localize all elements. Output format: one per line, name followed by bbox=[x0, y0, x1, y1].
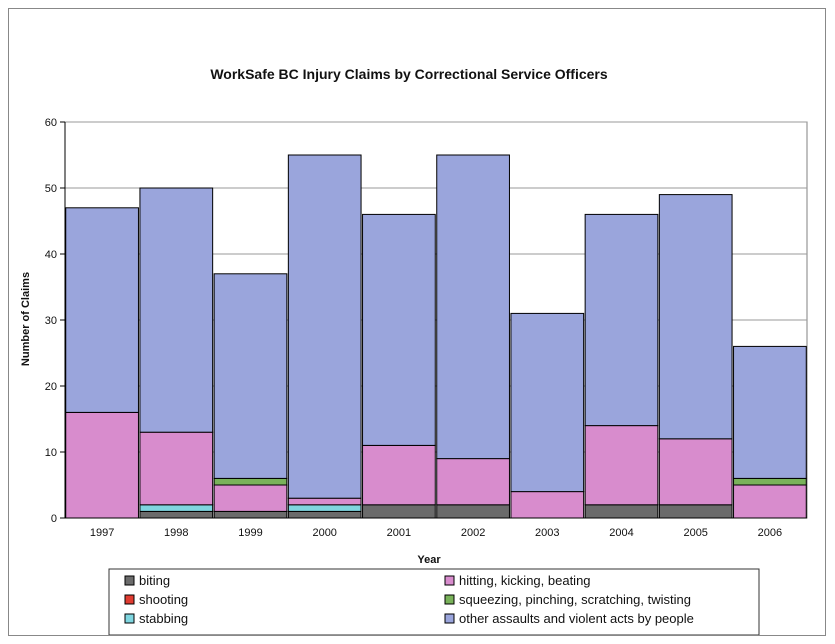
chart-frame: WorkSafe BC Injury Claims by Correctiona… bbox=[8, 8, 826, 636]
bar-segment-hitting-2004 bbox=[584, 425, 659, 506]
bar-segment-hitting-1997 bbox=[65, 411, 139, 519]
bar-segment-other-assaults-and-violent-acts-by-people-2000 bbox=[287, 154, 362, 499]
bar-segment-hitting-1998 bbox=[139, 431, 214, 506]
bar-segment-biting-2002 bbox=[436, 504, 510, 519]
bar-segment-other-assaults-and-violent-acts-by-people-1999 bbox=[213, 273, 288, 479]
y-tick-label: 0 bbox=[51, 513, 57, 525]
legend: biting hitting, kicking, beating shooting s… bbox=[108, 568, 760, 636]
bar-layer bbox=[65, 154, 807, 519]
chart-title: WorkSafe BC Injury Claims by Correctiona… bbox=[210, 66, 608, 82]
x-tick-label: 2000 bbox=[312, 527, 336, 539]
bar-segment-biting-2005 bbox=[658, 504, 733, 519]
x-tick-label: 2005 bbox=[683, 527, 707, 539]
x-axis-label: Year bbox=[417, 554, 441, 566]
x-tick-label: 1999 bbox=[238, 527, 262, 539]
y-tick-label: 20 bbox=[45, 381, 57, 393]
x-tick-label: 2002 bbox=[461, 527, 485, 539]
x-tick-label: 2001 bbox=[387, 527, 411, 539]
y-tick-label: 30 bbox=[45, 315, 57, 327]
y-axis-label: Number of Claims bbox=[20, 272, 32, 366]
bar-segment-other-assaults-and-violent-acts-by-people-2002 bbox=[436, 154, 510, 460]
bar-segment-biting-2000 bbox=[287, 510, 362, 519]
legend-label: stabbing bbox=[139, 611, 188, 626]
legend-swatch bbox=[124, 575, 135, 586]
bar-segment-hitting-2006 bbox=[733, 484, 807, 519]
bar-segment-other-assaults-and-violent-acts-by-people-2003 bbox=[510, 312, 585, 493]
x-tick-label: 2003 bbox=[535, 527, 559, 539]
bar-segment-biting-1999 bbox=[213, 510, 288, 519]
bar-segment-other-assaults-and-violent-acts-by-people-2006 bbox=[733, 345, 807, 479]
legend-items: biting hitting, kicking, beating shooting s… bbox=[124, 573, 694, 626]
bar-segment-other-assaults-and-violent-acts-by-people-1997 bbox=[65, 207, 139, 413]
bar-segment-biting-2004 bbox=[584, 504, 659, 519]
bar-segment-other-assaults-and-violent-acts-by-people-1998 bbox=[139, 187, 214, 433]
y-tick-label: 50 bbox=[45, 183, 57, 195]
y-tick-label: 60 bbox=[45, 117, 57, 129]
bar-segment-other-assaults-and-violent-acts-by-people-2004 bbox=[584, 213, 659, 427]
bar-segment-hitting-2002 bbox=[436, 458, 510, 506]
bar-segment-squeezing-2006 bbox=[733, 477, 807, 486]
axis-layer: 0 10 20 30 40 50 60 1997 1998 1999 2000 2001 2002 200… bbox=[45, 117, 807, 539]
legend-label: shooting bbox=[139, 592, 188, 607]
x-tick-label: 2004 bbox=[609, 527, 633, 539]
legend-label: squeezing, pinching, scratching, twistin… bbox=[459, 592, 691, 607]
chart-svg: WorkSafe BC Injury Claims by Correctiona… bbox=[20, 66, 808, 636]
legend-label: other assaults and violent acts by peopl… bbox=[459, 611, 694, 626]
x-tick-label: 2006 bbox=[758, 527, 782, 539]
legend-label: biting bbox=[139, 573, 170, 588]
legend-swatch bbox=[444, 594, 455, 605]
legend-swatch bbox=[444, 613, 455, 624]
bar-segment-hitting-2003 bbox=[510, 491, 585, 519]
legend-swatch bbox=[124, 613, 135, 624]
bar-segment-hitting-1999 bbox=[213, 484, 288, 512]
legend-label: hitting, kicking, beating bbox=[459, 573, 591, 588]
legend-swatch bbox=[444, 575, 455, 586]
bar-segment-other-assaults-and-violent-acts-by-people-2005 bbox=[658, 194, 733, 440]
bar-segment-hitting-2000 bbox=[287, 497, 362, 506]
bar-segment-hitting-2005 bbox=[658, 438, 733, 506]
bar-segment-stabbing-2000 bbox=[287, 504, 362, 512]
y-tick-label: 40 bbox=[45, 249, 57, 261]
bar-segment-hitting-2001 bbox=[362, 444, 436, 506]
bar-segment-stabbing-1998 bbox=[139, 504, 214, 512]
x-tick-label: 1998 bbox=[164, 527, 188, 539]
y-tick-label: 10 bbox=[45, 447, 57, 459]
x-tick-label: 1997 bbox=[90, 527, 114, 539]
bar-segment-squeezing-1999 bbox=[213, 477, 288, 486]
bar-segment-other-assaults-and-violent-acts-by-people-2001 bbox=[362, 213, 436, 446]
bar-segment-biting-2001 bbox=[362, 504, 436, 519]
bar-segment-biting-1998 bbox=[139, 510, 214, 519]
legend-swatch bbox=[124, 594, 135, 605]
